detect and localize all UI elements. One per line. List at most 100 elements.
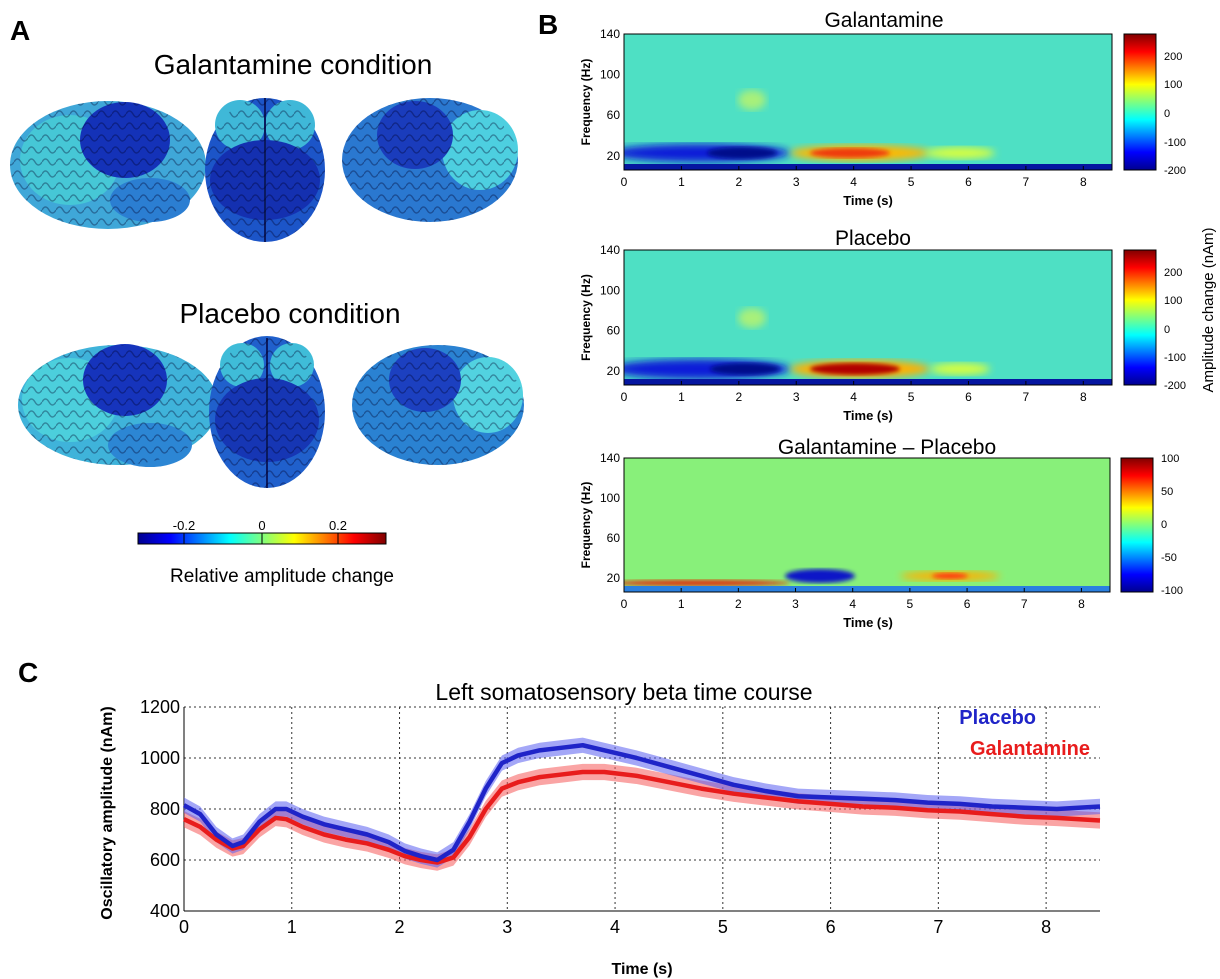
spec3-cbar-tick: -50 — [1161, 552, 1177, 564]
line-chart: 0 1 2 3 4 5 6 7 8 400 600 800 1000 1200 — [140, 697, 1101, 937]
y-tick-label: 600 — [150, 850, 180, 870]
spec-xtick-label: 0 — [621, 597, 628, 611]
spec-xtick-label: 5 — [908, 390, 915, 404]
spec-xtick-label: 3 — [793, 175, 800, 189]
spectrogram-placebo-title: Placebo — [835, 227, 911, 250]
spec-ytick-label: 20 — [607, 571, 621, 585]
spec-xtick-label: 8 — [1078, 597, 1085, 611]
spec-xtick-label: 4 — [850, 390, 857, 404]
spec1-cbar-tick: 200 — [1164, 51, 1182, 63]
spectrogram-galantamine — [623, 33, 1113, 171]
spec-xtick-label: 0 — [621, 175, 628, 189]
brain-colorbar-tick-neg: -0.2 — [173, 518, 195, 533]
brain-colorbar-label: Relative amplitude change — [170, 566, 394, 587]
spec-xtick-label: 2 — [735, 175, 742, 189]
spectrogram-galantamine-colorbar — [1123, 33, 1157, 171]
series-line-galantamine — [183, 769, 1101, 865]
spec-xtick-label: 6 — [964, 597, 971, 611]
spec-ytick-label: 140 — [600, 27, 620, 41]
spec3-cbar-tick: -100 — [1161, 585, 1183, 597]
brain-placebo-right — [352, 345, 524, 465]
y-tick-label: 1200 — [140, 697, 180, 717]
spec2-cbar-tick: -100 — [1164, 352, 1186, 364]
brain-placebo-top — [209, 336, 325, 488]
spec-xtick-label: 6 — [965, 390, 972, 404]
panel-label-a: A — [10, 15, 30, 46]
spec-ytick-label: 60 — [607, 324, 621, 338]
spec-xtick-label: 2 — [735, 390, 742, 404]
error-band-galantamine — [184, 763, 1100, 871]
spec3-cbar-tick: 100 — [1161, 453, 1179, 465]
spec-xtick-label: 7 — [1023, 390, 1030, 404]
spec3-cbar-tick: 50 — [1161, 486, 1173, 498]
spec-xtick-label: 1 — [678, 390, 685, 404]
panel-label-c: C — [18, 657, 38, 688]
spectrogram-difference-title: Galantamine – Placebo — [778, 436, 996, 459]
spectrogram-placebo-colorbar — [1123, 249, 1157, 386]
brain-galantamine-left — [10, 101, 206, 229]
spec-ytick-label: 20 — [607, 364, 621, 378]
spec-xtick-label: 3 — [792, 597, 799, 611]
x-tick-label: 2 — [395, 917, 405, 937]
chart-ylabel: Oscillatory amplitude (nAm) — [99, 706, 116, 919]
spec-xtick-label: 5 — [907, 597, 914, 611]
spec1-cbar-tick: 100 — [1164, 79, 1182, 91]
x-tick-label: 1 — [287, 917, 297, 937]
series-line-placebo — [182, 743, 1101, 863]
spec-xtick-label: 4 — [850, 175, 857, 189]
spec2-cbar-tick: -200 — [1164, 380, 1186, 392]
spec-xtick-label: 3 — [793, 390, 800, 404]
brain-placebo-title: Placebo condition — [179, 298, 400, 329]
spec2-cbar-tick: 0 — [1164, 324, 1170, 336]
spec-ytick-label: 60 — [607, 531, 621, 545]
spec-xtick-label: 7 — [1021, 597, 1028, 611]
chart-title: Left somatosensory beta time course — [435, 679, 812, 705]
legend-placebo: Placebo — [959, 707, 1036, 729]
brain-colorbar-tick-zero: 0 — [258, 518, 265, 533]
spec1-cbar-tick: -200 — [1164, 165, 1186, 177]
spec-xtick-label: 4 — [849, 597, 856, 611]
spec-ytick-label: 100 — [600, 283, 620, 297]
y-tick-label: 800 — [150, 799, 180, 819]
spec-xlabel: Time (s) — [843, 615, 893, 630]
spec1-cbar-tick: 0 — [1164, 108, 1170, 120]
spectrogram-difference — [623, 457, 1111, 593]
x-tick-label: 7 — [933, 917, 943, 937]
brain-galantamine-right — [342, 98, 518, 222]
spec-xtick-label: 1 — [678, 597, 685, 611]
x-tick-label: 5 — [718, 917, 728, 937]
spec-xtick-label: 8 — [1080, 175, 1087, 189]
chart-xlabel: Time (s) — [611, 961, 672, 978]
spec-xtick-label: 0 — [621, 390, 628, 404]
spec-ytick-label: 140 — [600, 243, 620, 257]
spectrogram-shared-colorbar-label: Amplitude change (nAm) — [1200, 227, 1217, 392]
spec-ytick-label: 100 — [600, 68, 620, 82]
spec3-cbar-tick: 0 — [1161, 519, 1167, 531]
y-tick-label: 1000 — [140, 748, 180, 768]
brain-galantamine-title: Galantamine condition — [154, 49, 433, 80]
spec-ytick-label: 140 — [600, 451, 620, 465]
brain-colorbar-tick-pos: 0.2 — [329, 518, 347, 533]
x-tick-label: 6 — [826, 917, 836, 937]
spec-ytick-label: 100 — [600, 491, 620, 505]
panel-label-b: B — [538, 9, 558, 40]
spec-ylabel: Frequency (Hz) — [579, 274, 593, 361]
spec-xlabel: Time (s) — [843, 408, 893, 423]
spec-xtick-label: 2 — [735, 597, 742, 611]
y-tick-label: 400 — [150, 901, 180, 921]
brain-placebo-left — [18, 344, 218, 467]
x-tick-label: 4 — [610, 917, 620, 937]
spec-xtick-label: 5 — [908, 175, 915, 189]
x-tick-label: 0 — [179, 917, 189, 937]
spec-ytick-label: 20 — [607, 149, 621, 163]
spectrogram-difference-colorbar — [1120, 457, 1154, 593]
spec2-cbar-tick: 100 — [1164, 295, 1182, 307]
spec-ylabel: Frequency (Hz) — [579, 59, 593, 146]
spec-xtick-label: 8 — [1080, 390, 1087, 404]
spec1-cbar-tick: -100 — [1164, 137, 1186, 149]
spec-xtick-label: 6 — [965, 175, 972, 189]
spectrogram-galantamine-title: Galantamine — [824, 9, 943, 32]
spec-ylabel: Frequency (Hz) — [579, 482, 593, 569]
